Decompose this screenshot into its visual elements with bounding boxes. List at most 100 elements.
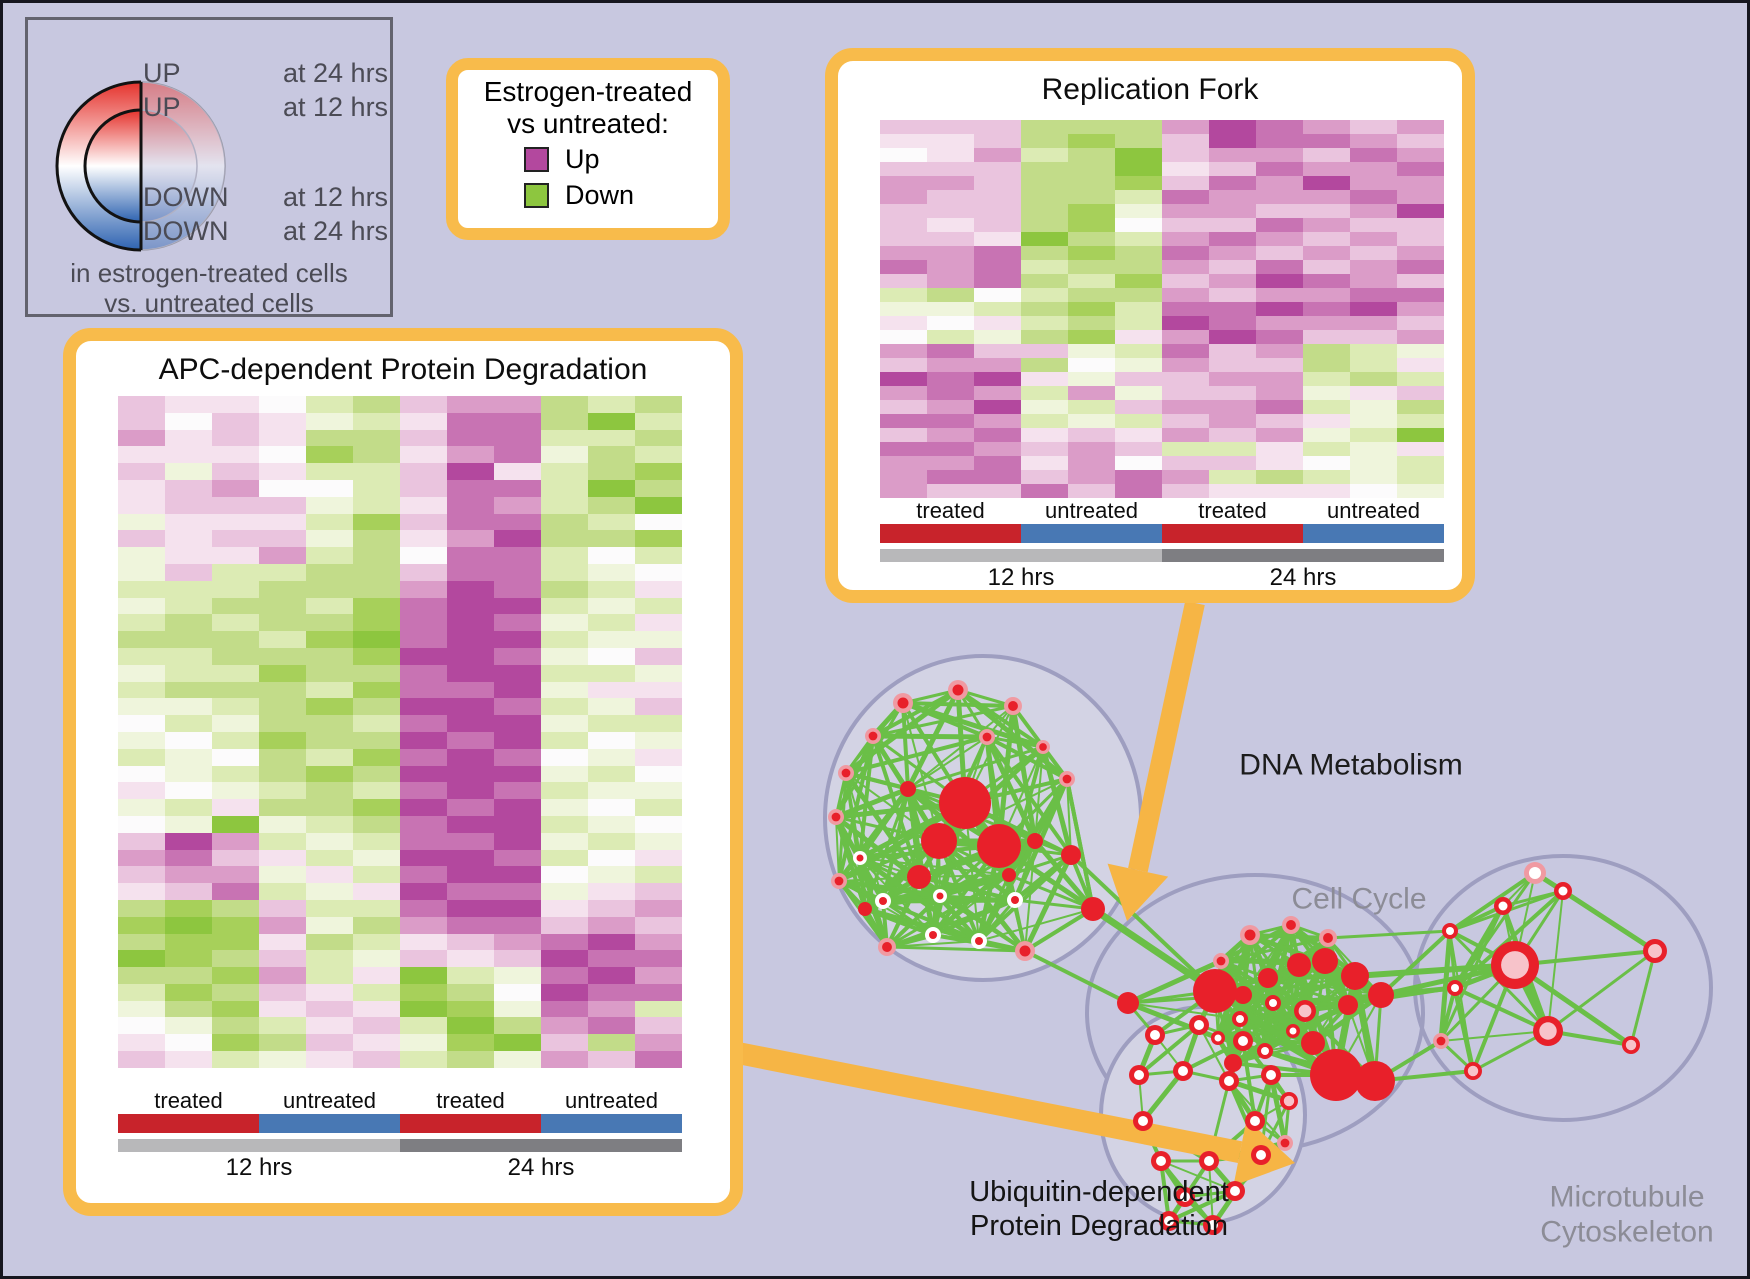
heatmap-cell [635,1000,682,1018]
heatmap-cell [1068,274,1115,288]
network-node [1133,1111,1153,1131]
heatmap-cell [635,530,682,548]
heatmap-cell [494,967,541,984]
network-edge [1453,889,1565,990]
network-edge [1214,990,1219,1039]
arrow-shaft [1128,600,1205,873]
heatmap-cell [212,967,259,984]
heatmap-cell [588,563,635,581]
network-edge [872,688,959,738]
heatmap-cell [1397,218,1444,232]
heatmap-cell [118,799,165,816]
heatmap-cell [447,513,494,531]
heatmap-cell [259,967,306,984]
network-edge [864,899,884,911]
heatmap-cell [118,396,165,413]
condition-color-bar [1162,524,1303,543]
heatmap-cell [400,866,447,884]
network-edge [906,787,941,843]
heatmap-cell [1350,442,1397,456]
network-edge [1472,1029,1549,1073]
heatmap-cell [1115,316,1162,330]
heatmap-cell [880,428,927,442]
heatmap-cell [165,748,212,766]
heatmap-cell [494,715,541,732]
heatmap-cell [880,176,927,190]
apc-degradation-heatmap [118,396,682,1068]
heatmap-cell [880,190,927,204]
heatmap-cell [400,631,447,648]
heatmap-cell [1068,246,1115,260]
network-edge [1217,960,1222,1039]
heatmap-cell [259,647,306,665]
network-edge [1137,1023,1201,1077]
heatmap-cell [974,274,1021,288]
heatmap-cell [541,412,588,430]
network-edge [1259,1074,1273,1156]
heatmap-cell [118,631,165,648]
network-edge [882,872,1010,904]
heatmap-cell [588,849,635,867]
network-node [1338,995,1358,1015]
heatmap-cell [880,484,927,498]
network-edge [1216,993,1245,1040]
heatmap-cell [1397,190,1444,204]
network-edge [885,840,941,948]
network-edge [938,894,981,943]
network-edge [976,839,1038,943]
heatmap-cell [259,950,306,968]
network-node [1193,969,1237,1013]
network-node [1081,897,1105,921]
network-edge [937,839,1027,953]
heatmap-cell [494,698,541,716]
heatmap-cell [353,731,400,749]
heatmap-cell [974,316,1021,330]
heatmap-cell [1256,470,1303,484]
heatmap-cell [118,950,165,968]
heatmap-cell [1303,246,1350,260]
network-edge [1242,1040,1272,1076]
heatmap-cell [1256,428,1303,442]
heatmap-cell [353,899,400,917]
legend-item-label: Up [565,144,600,175]
heatmap-cell [447,1017,494,1035]
heatmap-cell [541,866,588,884]
network-edge [857,857,890,948]
network-edge [1449,929,1516,967]
network-edge [1252,1120,1264,1156]
heatmap-cell [1115,120,1162,134]
network-edge [986,735,1068,781]
heatmap-cell [635,597,682,615]
network-edge [932,898,1016,937]
network-node [1224,1076,1234,1086]
heatmap-cell [353,580,400,598]
heatmap-cell [1115,274,1162,288]
network-edge [837,880,889,948]
heatmap-cell [974,344,1021,358]
network-edge [881,900,889,948]
network-edge [917,875,942,898]
heatmap-cell [1303,456,1350,470]
heatmap-cell [880,442,927,456]
network-edge [858,735,875,859]
heatmap-cell [118,1034,165,1052]
network-edge [1216,977,1270,1039]
network-node [1251,1145,1271,1165]
heatmap-cell [400,967,447,984]
heatmap-cell [974,134,1021,148]
network-edge [882,897,1016,904]
heatmap-cell [212,479,259,497]
network-edge [1249,934,1326,962]
heatmap-cell [1162,176,1209,190]
heatmap-cell [588,597,635,615]
heatmap-cell [212,933,259,951]
network-edge [1233,1120,1257,1192]
heatmap-cell [400,731,447,749]
heatmap-cell [880,456,927,470]
network-node [977,824,1021,868]
heatmap-cell [1209,232,1256,246]
heatmap-cell [541,530,588,548]
heatmap-cell [541,547,588,564]
heatmap-cell [494,916,541,934]
heatmap-cell [1350,316,1397,330]
